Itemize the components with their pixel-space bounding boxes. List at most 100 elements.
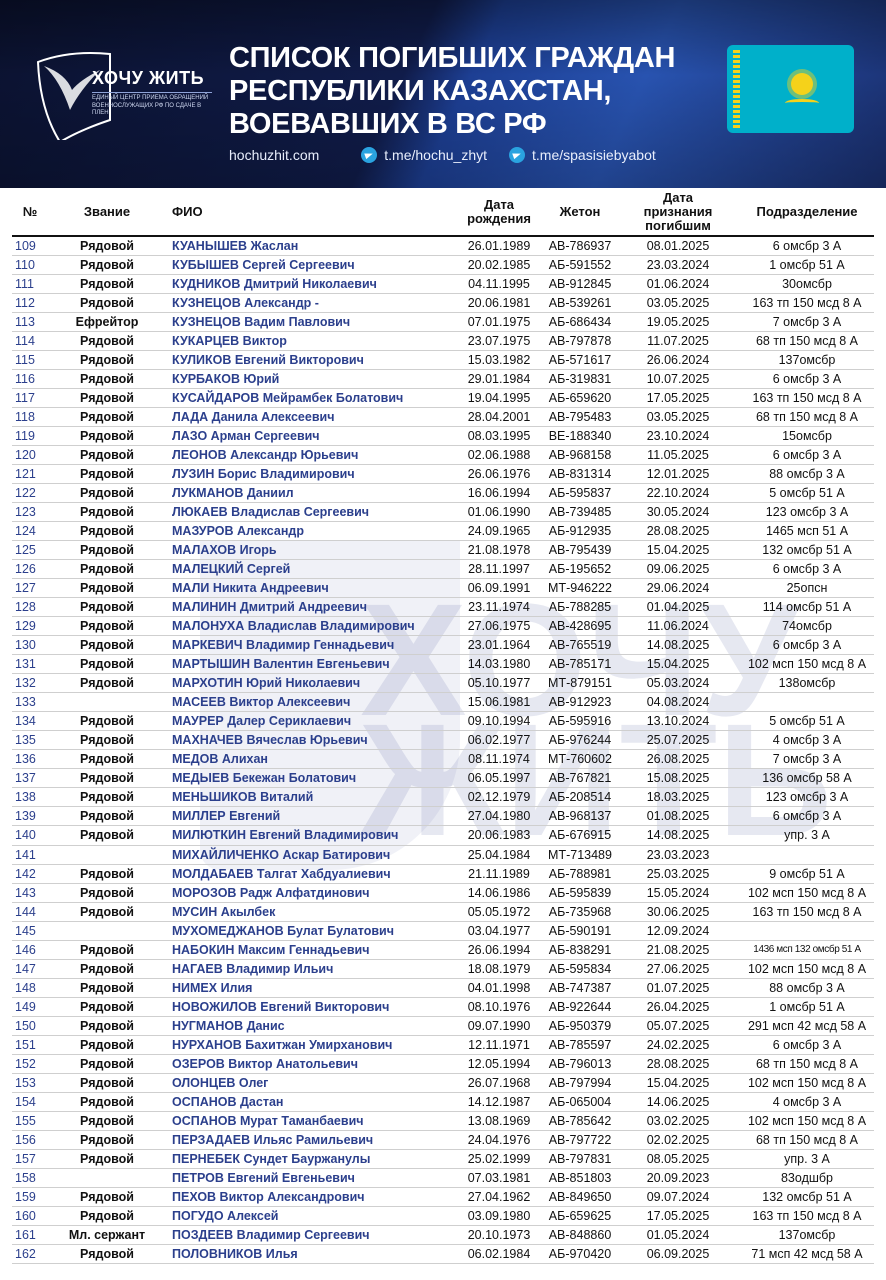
row-number: 119 bbox=[15, 429, 35, 444]
row-rank: Рядовой bbox=[80, 638, 134, 653]
row-number: 112 bbox=[15, 296, 35, 311]
row-unit: 138омсбр bbox=[778, 676, 836, 691]
row-tag: АВ-767821 bbox=[548, 771, 612, 786]
row-death-date: 23.03.2023 bbox=[646, 847, 710, 862]
row-unit: 71 мсп 42 мсд 58 А bbox=[751, 1246, 863, 1261]
website-link[interactable]: hochuzhit.com bbox=[229, 147, 320, 163]
row-tag: АБ-838291 bbox=[548, 942, 612, 957]
row-death-date: 23.03.2024 bbox=[646, 258, 710, 273]
row-number: 142 bbox=[15, 866, 36, 881]
table-row: 129 Рядовой МАЛОНУХА Владислав Владимирови… bbox=[12, 617, 874, 637]
table-row: 131 Рядовой МАРТЫШИН Валентин Евгеньевич 14… bbox=[12, 655, 874, 675]
table-row: 154 Рядовой ОСПАНОВ Дастан 14.12.1987 АБ-065… bbox=[12, 1093, 874, 1112]
table-row: 114 Рядовой КУКАРЦЕВ Виктор 23.07.1975 АВ-79… bbox=[12, 332, 874, 352]
row-unit: 102 мсп 150 мсд 8 А bbox=[747, 1113, 867, 1128]
row-name: МЕНЬШИКОВ Виталий bbox=[172, 790, 314, 805]
row-rank: Рядовой bbox=[80, 258, 134, 273]
table-row: 162 Рядовой ПОЛОВНИКОВ Илья 06.02.1984 АБ-97… bbox=[12, 1245, 874, 1264]
telegram-link-1[interactable]: t.me/hochu_zhyt bbox=[361, 147, 487, 163]
row-birth-date: 20.10.1973 bbox=[467, 1227, 531, 1242]
row-birth-date: 08.10.1976 bbox=[467, 999, 531, 1014]
row-death-date: 27.06.2025 bbox=[646, 961, 710, 976]
row-tag: АВ-968137 bbox=[548, 809, 612, 824]
row-rank: Рядовой bbox=[80, 1189, 134, 1204]
row-number: 113 bbox=[15, 315, 35, 330]
row-unit: 123 омсбр 3 А bbox=[765, 505, 849, 520]
row-number: 161 bbox=[15, 1227, 36, 1242]
table-row: 160 Рядовой ПОГУДО Алексей 03.09.1980 АБ-659… bbox=[12, 1207, 874, 1226]
logo-name: ХОЧУ ЖИТЬ bbox=[92, 68, 205, 88]
row-name: ПЕРЗАДАЕВ Ильяс Рамильевич bbox=[172, 1132, 374, 1147]
row-tag: АВ-765519 bbox=[548, 638, 612, 653]
row-birth-date: 02.06.1988 bbox=[467, 448, 531, 463]
row-number: 144 bbox=[15, 904, 36, 919]
row-birth-date: 09.10.1994 bbox=[467, 714, 531, 729]
table-row: 155 Рядовой ОСПАНОВ Мурат Таманбаевич 13.08… bbox=[12, 1112, 874, 1131]
row-number: 139 bbox=[15, 809, 36, 824]
table-row: 109 Рядовой КУАНЫШЕВ Жаслан 26.01.1989 АВ-78… bbox=[12, 237, 874, 257]
table-row: 115 Рядовой КУЛИКОВ Евгений Викторович 15.0… bbox=[12, 351, 874, 371]
row-rank: Рядовой bbox=[80, 372, 134, 387]
row-number: 158 bbox=[15, 1170, 36, 1185]
row-number: 138 bbox=[15, 790, 36, 805]
row-death-date: 26.04.2025 bbox=[646, 999, 710, 1014]
row-number: 131 bbox=[15, 657, 36, 672]
row-tag: АБ-659620 bbox=[548, 391, 612, 406]
row-death-date: 26.08.2025 bbox=[646, 752, 710, 767]
row-death-date: 15.08.2025 bbox=[646, 771, 710, 786]
row-birth-date: 23.01.1964 bbox=[467, 638, 531, 653]
row-death-date: 03.05.2025 bbox=[646, 296, 710, 311]
row-unit: 7 омсбр 3 А bbox=[772, 752, 842, 767]
row-rank: Рядовой bbox=[80, 486, 134, 501]
row-tag: АВ-785171 bbox=[548, 657, 612, 672]
row-name: МУСИН Акылбек bbox=[172, 904, 276, 919]
row-death-date: 15.04.2025 bbox=[646, 657, 710, 672]
row-birth-date: 06.05.1997 bbox=[467, 771, 531, 786]
row-rank: Рядовой bbox=[80, 961, 134, 976]
row-rank: Рядовой bbox=[80, 619, 134, 634]
row-name: КУДНИКОВ Дмитрий Николаевич bbox=[172, 277, 377, 292]
row-birth-date: 29.01.1984 bbox=[467, 372, 531, 387]
row-rank: Рядовой bbox=[80, 524, 134, 539]
row-rank: Рядовой bbox=[80, 752, 134, 767]
row-name: НУГМАНОВ Данис bbox=[172, 1018, 285, 1033]
row-unit: 4 омсбр 3 А bbox=[772, 733, 842, 748]
row-death-date: 17.05.2025 bbox=[646, 391, 710, 406]
row-name: КУАНЫШЕВ Жаслан bbox=[172, 239, 299, 253]
row-number: 122 bbox=[15, 486, 36, 501]
row-unit: 102 мсп 150 мсд 8 А bbox=[747, 885, 867, 900]
row-unit: 1465 мсп 51 А bbox=[765, 524, 849, 539]
row-death-date: 04.08.2024 bbox=[646, 695, 710, 710]
flag-sun bbox=[791, 73, 813, 95]
table-row: 144 Рядовой МУСИН Акылбек 05.05.1972 АБ-7359… bbox=[12, 903, 874, 922]
row-number: 127 bbox=[15, 581, 36, 596]
row-number: 150 bbox=[15, 1018, 36, 1033]
row-death-date: 28.08.2025 bbox=[646, 524, 710, 539]
row-name: НИМЕХ Илия bbox=[172, 980, 253, 995]
row-death-date: 09.06.2025 bbox=[646, 562, 710, 577]
row-rank: Рядовой bbox=[80, 391, 134, 406]
row-rank: Рядовой bbox=[80, 1151, 134, 1166]
table-row: 130 Рядовой МАРКЕВИЧ Владимир Геннадьевич 2… bbox=[12, 636, 874, 656]
row-unit: 291 мсп 42 мсд 58 А bbox=[747, 1018, 867, 1033]
row-tag: ВЕ-188340 bbox=[548, 429, 612, 444]
row-number: 154 bbox=[15, 1094, 36, 1109]
row-tag: АВ-785642 bbox=[548, 1113, 612, 1128]
row-death-date: 08.01.2025 bbox=[646, 239, 710, 253]
row-tag: АБ-319831 bbox=[548, 372, 612, 387]
row-name: ПОЗДЕЕВ Владимир Сергеевич bbox=[172, 1227, 370, 1242]
row-death-date: 25.07.2025 bbox=[646, 733, 710, 748]
col-tag: Жетон bbox=[559, 203, 601, 219]
row-birth-date: 15.03.1982 bbox=[467, 353, 531, 368]
row-name: МАУРЕР Далер Сериклаевич bbox=[172, 714, 352, 729]
row-death-date: 14.08.2025 bbox=[646, 638, 710, 653]
row-number: 147 bbox=[15, 961, 36, 976]
row-name: МАРХОТИН Юрий Николаевич bbox=[172, 676, 361, 691]
row-number: 155 bbox=[15, 1113, 36, 1128]
row-rank: Рядовой bbox=[80, 1208, 134, 1223]
row-unit: 68 тп 150 мсд 8 А bbox=[755, 334, 859, 349]
telegram-link-2[interactable]: t.me/spasisiebyabot bbox=[509, 147, 656, 163]
table-row: 139 Рядовой МИЛЛЕР Евгений 27.04.1980 АВ-968… bbox=[12, 807, 874, 827]
row-unit: 15омсбр bbox=[782, 429, 832, 444]
row-death-date: 03.05.2025 bbox=[646, 410, 710, 425]
